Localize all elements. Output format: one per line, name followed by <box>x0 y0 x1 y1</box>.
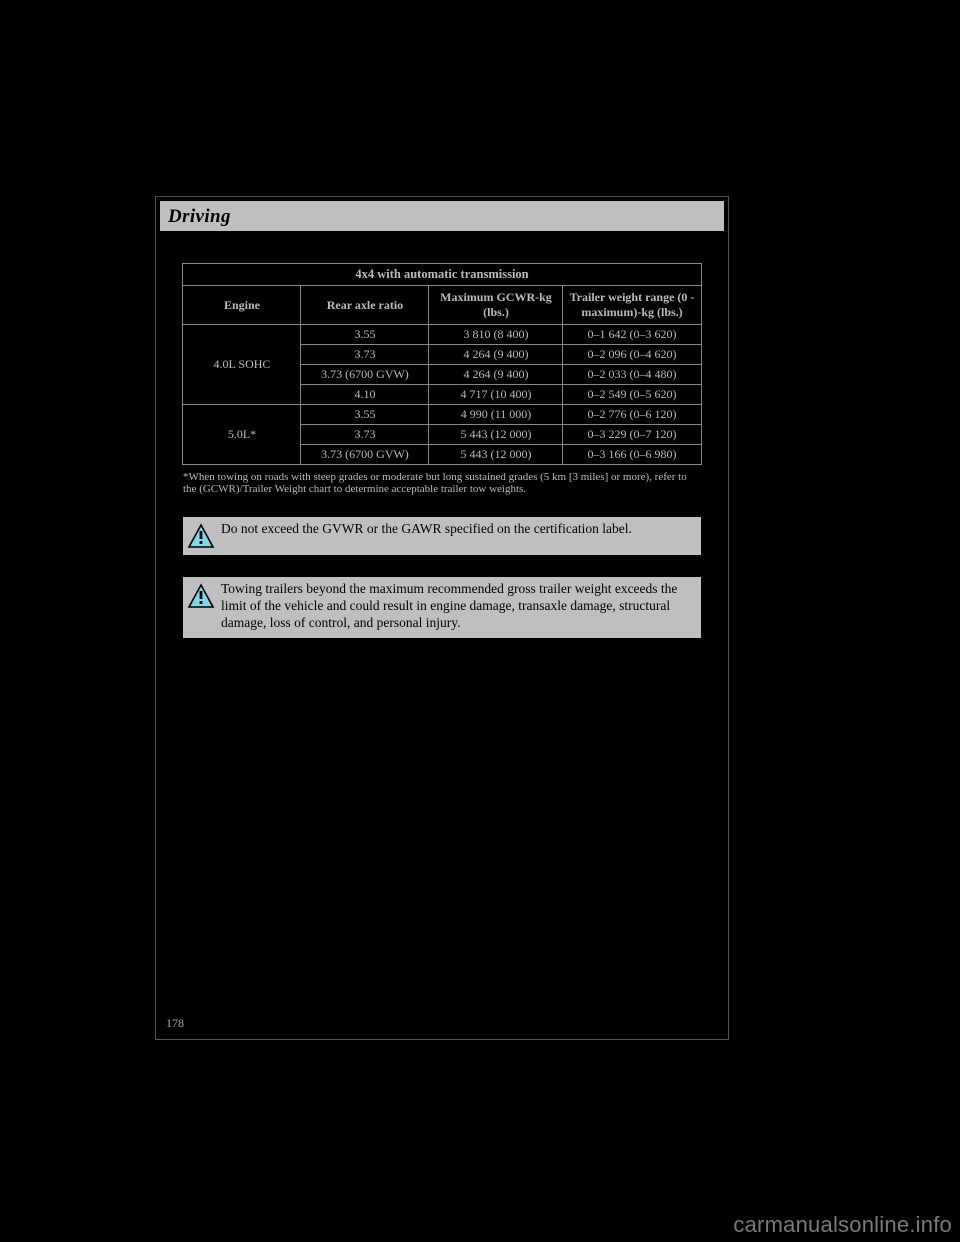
cell-ratio: 4.10 <box>301 385 429 405</box>
cell-trailer: 0–2 776 (0–6 120) <box>563 405 701 425</box>
section-title: Driving <box>168 206 231 227</box>
cell-gcwr: 4 990 (11 000) <box>429 405 563 425</box>
cell-ratio: 3.73 (6700 GVW) <box>301 445 429 465</box>
cell-engine: 5.0L* <box>183 405 301 465</box>
cell-trailer: 0–1 642 (0–3 620) <box>563 325 701 345</box>
col-gcwr: Maximum GCWR-kg (lbs.) <box>429 286 563 325</box>
cell-gcwr: 5 443 (12 000) <box>429 425 563 445</box>
col-ratio: Rear axle ratio <box>301 286 429 325</box>
table-footnote: *When towing on roads with steep grades … <box>183 471 701 495</box>
warning-icon <box>187 523 215 549</box>
table-header-row: Engine Rear axle ratio Maximum GCWR-kg (… <box>183 286 701 325</box>
cell-ratio: 3.73 <box>301 425 429 445</box>
cell-ratio: 3.73 <box>301 345 429 365</box>
cell-gcwr: 3 810 (8 400) <box>429 325 563 345</box>
warning-box: Towing trailers beyond the maximum recom… <box>183 577 701 638</box>
cell-gcwr: 4 264 (9 400) <box>429 365 563 385</box>
page-number: 178 <box>166 1016 184 1031</box>
table-row: 5.0L* 3.55 4 990 (11 000) 0–2 776 (0–6 1… <box>183 405 701 425</box>
table-title-row: 4x4 with automatic transmission <box>183 264 701 286</box>
cell-gcwr: 5 443 (12 000) <box>429 445 563 465</box>
cell-trailer: 0–2 033 (0–4 480) <box>563 365 701 385</box>
warning-text: Do not exceed the GVWR or the GAWR speci… <box>221 521 632 538</box>
cell-trailer: 0–2 096 (0–4 620) <box>563 345 701 365</box>
col-trailer: Trailer weight range (0 - maximum)-kg (l… <box>563 286 701 325</box>
cell-ratio: 3.73 (6700 GVW) <box>301 365 429 385</box>
warning-box: Do not exceed the GVWR or the GAWR speci… <box>183 517 701 555</box>
cell-gcwr: 4 264 (9 400) <box>429 345 563 365</box>
cell-ratio: 3.55 <box>301 325 429 345</box>
cell-gcwr: 4 717 (10 400) <box>429 385 563 405</box>
warning-text: Towing trailers beyond the maximum recom… <box>221 581 695 632</box>
cell-trailer: 0–2 549 (0–5 620) <box>563 385 701 405</box>
towing-table: 4x4 with automatic transmission Engine R… <box>182 263 701 465</box>
table-row: 4.0L SOHC 3.55 3 810 (8 400) 0–1 642 (0–… <box>183 325 701 345</box>
section-header-band: Driving <box>160 201 724 231</box>
page-frame: Driving 4x4 with automatic transmission … <box>155 196 729 1040</box>
warning-icon <box>187 583 215 609</box>
col-engine: Engine <box>183 286 301 325</box>
cell-trailer: 0–3 166 (0–6 980) <box>563 445 701 465</box>
table-title: 4x4 with automatic transmission <box>183 264 701 286</box>
cell-ratio: 3.55 <box>301 405 429 425</box>
watermark: carmanualsonline.info <box>733 1212 952 1238</box>
cell-trailer: 0–3 229 (0–7 120) <box>563 425 701 445</box>
cell-engine: 4.0L SOHC <box>183 325 301 405</box>
